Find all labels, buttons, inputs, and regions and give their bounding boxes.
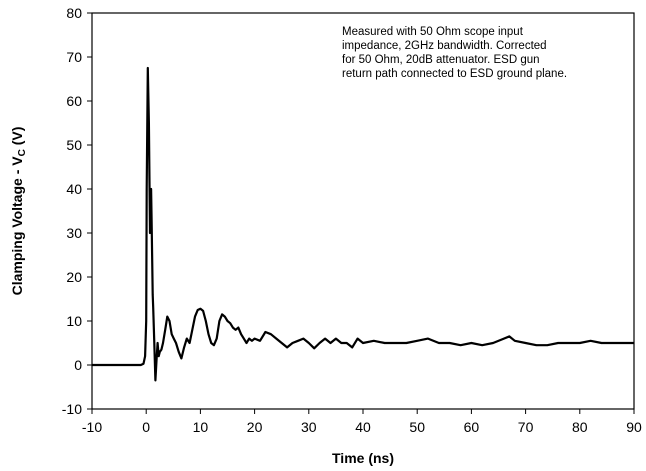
y-axis-title-subscript: C [17,149,28,156]
y-tick-label: 60 [66,93,82,109]
series-line [92,66,634,382]
annotation-note: Measured with 50 Ohm scope input impedan… [342,26,567,80]
y-tick-label: 20 [66,269,82,285]
annotation-line-4: return path connected to ESD ground plan… [342,68,567,80]
x-tick-label: 70 [518,419,534,435]
y-axis-title-suffix: (V) [9,127,25,150]
y-tick-label: -10 [62,401,82,417]
annotation-line-1: Measured with 50 Ohm scope input [342,26,524,38]
y-axis-title-main: Clamping Voltage - V [9,156,25,296]
x-tick-label: 90 [626,419,642,435]
x-tick-label: 60 [464,419,480,435]
y-tick-label: 0 [74,357,82,373]
x-tick-label: 10 [193,419,209,435]
x-tick-label: 80 [572,419,588,435]
y-tick-label: 80 [66,5,82,21]
x-tick-label: 0 [142,419,150,435]
y-tick-label: 30 [66,225,82,241]
y-axis: -10 0 10 20 30 40 50 60 70 80 [62,5,92,417]
x-tick-label: -10 [82,419,102,435]
annotation-line-2: impedance, 2GHz bandwidth. Corrected [342,40,547,52]
y-tick-label: 10 [66,313,82,329]
series-group [92,66,634,382]
x-tick-label: 40 [355,419,371,435]
annotation-line-3: for 50 Ohm, 20dB attenuator. ESD gun [342,54,540,66]
y-tick-label: 70 [66,49,82,65]
x-axis-title: Time (ns) [332,450,394,466]
y-axis-title: Clamping Voltage - VC (V) [9,127,28,296]
x-axis: -10 0 10 20 30 40 50 60 70 80 90 [82,409,642,435]
y-tick-label: 40 [66,181,82,197]
x-tick-label: 20 [247,419,263,435]
x-tick-label: 30 [301,419,317,435]
y-tick-label: 50 [66,137,82,153]
x-tick-label: 50 [409,419,425,435]
